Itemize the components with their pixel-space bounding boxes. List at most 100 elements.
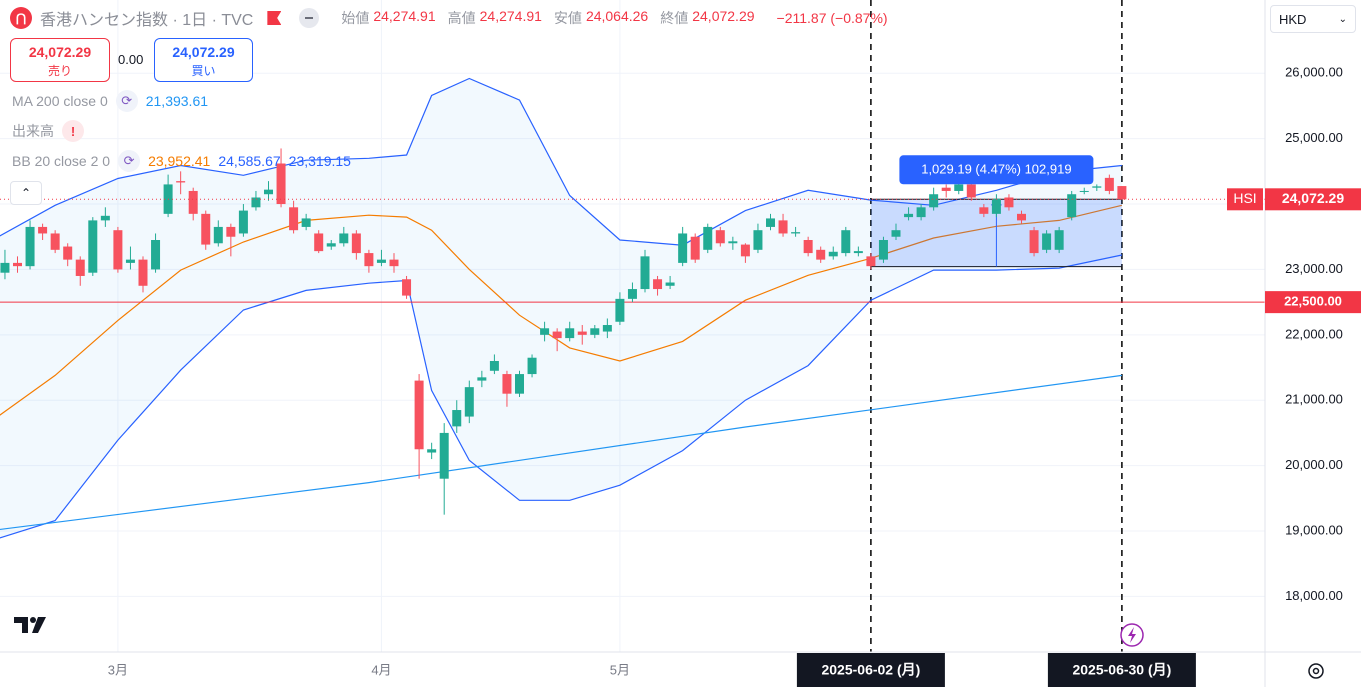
candle-body xyxy=(452,410,462,427)
y-tick-label: 26,000.00 xyxy=(1285,65,1343,80)
logo-part xyxy=(30,617,36,623)
candle-body xyxy=(25,226,35,267)
candle-body xyxy=(201,213,211,245)
flash-icon[interactable] xyxy=(1120,623,1144,647)
candle-body xyxy=(88,220,98,273)
sell-button[interactable]: 24,072.29 売り xyxy=(10,38,110,82)
candle-body xyxy=(878,240,888,260)
icon-bolt xyxy=(1128,627,1136,643)
x-date-label: 2025-06-02 (月) xyxy=(821,662,920,678)
ma-line xyxy=(0,374,1122,531)
collapse-legend[interactable]: ⌃ xyxy=(10,181,42,205)
plot: 1,029.19 (4.47%) 102,919 xyxy=(0,0,1265,652)
candle-body xyxy=(816,249,826,260)
settings-icon[interactable] xyxy=(1308,663,1324,679)
bb-lower xyxy=(0,254,1123,539)
band-fill xyxy=(0,78,1122,538)
spread: 0.00 xyxy=(118,52,144,67)
candle-body xyxy=(138,259,148,286)
y-tick-label: 20,000.00 xyxy=(1285,457,1343,472)
candle-body xyxy=(1092,186,1102,188)
warning-icon[interactable]: ! xyxy=(62,120,84,142)
symbol-tag xyxy=(1227,188,1263,211)
candle-body xyxy=(1017,213,1026,221)
candle-body xyxy=(376,259,386,263)
buy-button[interactable]: 24,072.29 買い xyxy=(154,38,253,82)
candle-body xyxy=(414,380,424,450)
candle-body xyxy=(803,240,813,254)
candle-body xyxy=(213,226,223,244)
candle-body xyxy=(238,210,248,234)
indicator-value: 21,393.61 xyxy=(145,93,209,109)
candle-body xyxy=(38,226,48,234)
candle-body xyxy=(565,328,575,339)
grid xyxy=(0,0,1265,652)
candle-body xyxy=(151,240,161,270)
candle-body xyxy=(289,207,299,231)
candle-body xyxy=(853,251,863,254)
ohlc-label: 高値 xyxy=(447,10,476,26)
candle-body xyxy=(891,230,901,237)
ohlc: 始値 24,274.91 高値 24,274.91 安値 24,064.26 終値 24,07… xyxy=(341,8,762,28)
logo-part xyxy=(32,617,46,633)
candle-body xyxy=(540,328,550,335)
sell-price: 24,072.29 xyxy=(28,44,92,60)
buy-price: 24,072.29 xyxy=(172,44,235,60)
ohlc-label: 安値 xyxy=(553,10,582,26)
date-box xyxy=(1047,653,1196,687)
indicator-value: 23,319.15 xyxy=(288,153,351,169)
candle-body xyxy=(75,259,85,276)
candle-body xyxy=(678,233,688,263)
candle-body xyxy=(314,233,324,252)
flag-icon[interactable] xyxy=(267,11,282,25)
symbol-label: HSI xyxy=(1233,190,1256,206)
candle-body xyxy=(979,207,989,214)
change: −211.87 (−0.87%) xyxy=(776,10,888,26)
hline-tag xyxy=(1265,291,1361,314)
candle-body xyxy=(828,251,838,257)
indicator-value: 24,585.67 xyxy=(218,153,281,169)
candle-body xyxy=(941,187,951,191)
candle-body xyxy=(301,218,311,227)
candle-body xyxy=(515,374,524,394)
indicator-row: MA 200 close 0 ⟳ 21,393.61 xyxy=(12,90,208,112)
currency: HKD xyxy=(1279,11,1307,27)
measure-tooltip xyxy=(899,155,1094,185)
candle-body xyxy=(439,432,449,479)
candle-body xyxy=(1004,197,1014,208)
candle-body xyxy=(602,325,612,332)
y-tick-label: 25,000.00 xyxy=(1285,130,1343,145)
candle-body xyxy=(1054,230,1064,250)
indicator-icon[interactable]: ⟳ xyxy=(115,90,138,112)
candle-body xyxy=(728,241,738,244)
bb-upper xyxy=(0,77,1122,246)
x-tick-label: 5月 xyxy=(610,662,630,677)
candle-body xyxy=(176,181,186,183)
candle-body xyxy=(690,236,700,260)
gear xyxy=(1308,663,1324,679)
candle-body xyxy=(904,213,914,218)
candle-body xyxy=(276,163,286,205)
candle-body xyxy=(1029,230,1039,254)
currency-select[interactable]: HKD ⌄ xyxy=(1270,5,1356,33)
collapse-symbol[interactable] xyxy=(299,8,320,28)
candle-body xyxy=(351,233,361,254)
sell-label: 売り xyxy=(47,64,72,78)
dropdown-arrow: ⌄ xyxy=(1338,13,1347,25)
candle-body xyxy=(753,230,763,250)
candle-body xyxy=(489,360,499,371)
y-tick-label: 22,000.00 xyxy=(1285,326,1343,341)
indicator-icon[interactable]: ⟳ xyxy=(118,150,141,172)
symbol-title[interactable]: 香港ハンセン指数 · 1日 · TVC xyxy=(40,12,254,29)
candle-body xyxy=(916,207,926,218)
candle-body xyxy=(502,374,512,394)
candle-body xyxy=(954,184,964,191)
candle-body xyxy=(627,289,637,299)
candle-body xyxy=(1117,186,1127,200)
y-tick-label: 18,000.00 xyxy=(1285,588,1343,603)
candle-body xyxy=(0,262,10,273)
logo-part xyxy=(14,617,28,633)
candle-body xyxy=(653,279,663,290)
candle-body xyxy=(665,282,675,286)
